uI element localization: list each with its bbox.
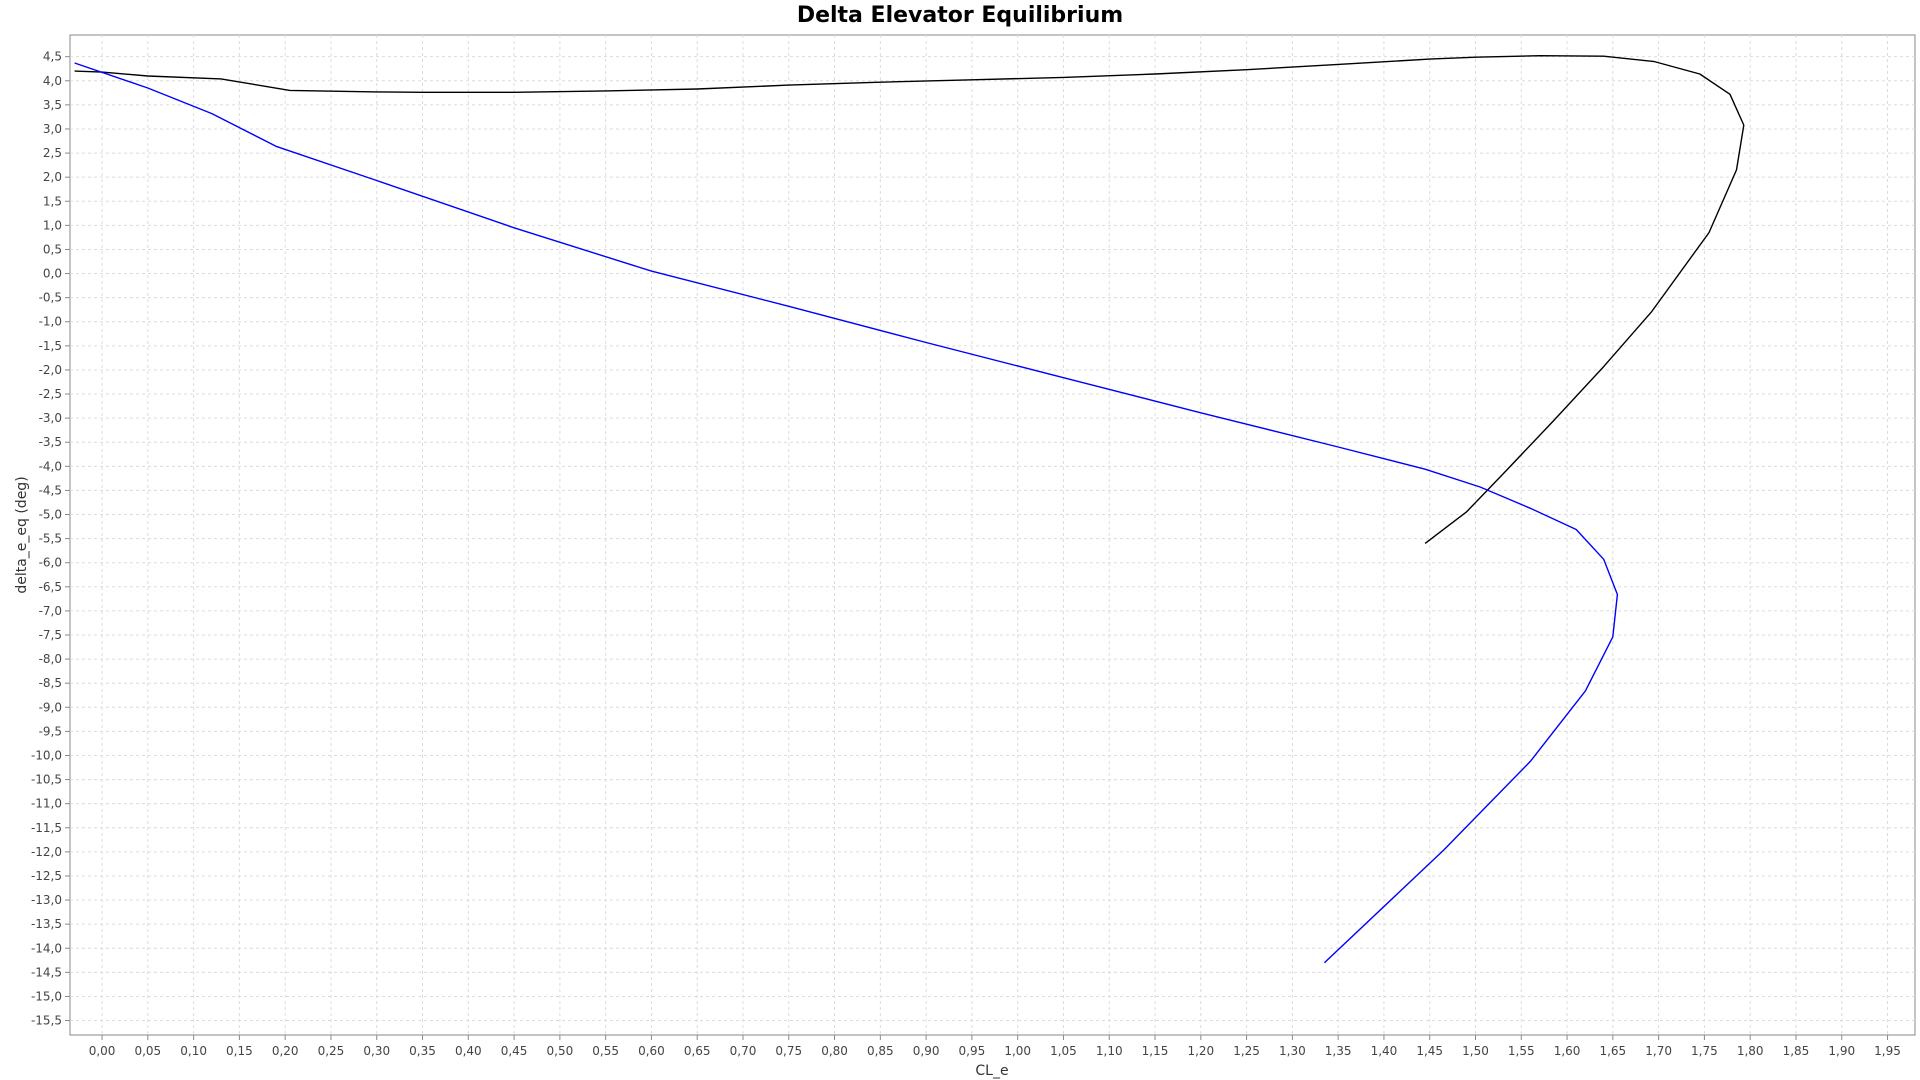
x-tick-label: 1,05	[1050, 1044, 1077, 1058]
x-tick-label: 1,65	[1599, 1044, 1626, 1058]
x-tick-label: 0,55	[592, 1044, 619, 1058]
x-tick-label: 1,75	[1691, 1044, 1718, 1058]
y-axis-ticks: 4,5 4,0 3,5 3,0 2,5 2,0 1,5 1,0 0,5 0,0 -0,5 -1,0 -1…	[31, 50, 70, 1028]
x-tick-label: 1,90	[1828, 1044, 1855, 1058]
y-tick-label: -9,5	[39, 724, 62, 738]
y-tick-label: 1,0	[43, 218, 62, 232]
y-tick-label: 4,0	[43, 74, 62, 88]
x-tick-label: 0,00	[89, 1044, 116, 1058]
y-tick-label: -5,5	[39, 532, 62, 546]
x-tick-label: 1,35	[1325, 1044, 1352, 1058]
x-tick-label: 0,75	[775, 1044, 802, 1058]
x-tick-label: 0,20	[272, 1044, 299, 1058]
x-axis-ticks: 0,00 0,05 0,10 0,15 0,20 0,25 0,30 0,35 0,40 0,45…	[89, 1035, 1901, 1058]
y-tick-label: -11,5	[31, 821, 62, 835]
y-tick-label: -12,0	[31, 845, 62, 859]
y-tick-label: -12,5	[31, 869, 62, 883]
x-tick-label: 1,50	[1462, 1044, 1489, 1058]
y-tick-label: -7,5	[39, 628, 62, 642]
x-axis-label: CL_e	[975, 1063, 1008, 1079]
x-tick-label: 1,55	[1508, 1044, 1535, 1058]
y-axis-label: delta_e_eq (deg)	[14, 476, 30, 593]
y-tick-label: 0,0	[43, 267, 62, 281]
series-layer	[74, 55, 1745, 964]
y-tick-label: -4,0	[39, 459, 62, 473]
y-tick-label: -8,0	[39, 652, 62, 666]
y-tick-label: -3,5	[39, 435, 62, 449]
x-tick-label: 1,70	[1645, 1044, 1672, 1058]
x-tick-label: 1,80	[1737, 1044, 1764, 1058]
y-tick-label: 4,5	[43, 50, 62, 64]
x-tick-label: 1,30	[1279, 1044, 1306, 1058]
y-tick-label: -4,5	[39, 483, 62, 497]
x-tick-label: 1,20	[1187, 1044, 1214, 1058]
x-tick-label: 1,60	[1554, 1044, 1581, 1058]
x-tick-label: 0,30	[363, 1044, 390, 1058]
y-tick-label: -6,5	[39, 580, 62, 594]
y-tick-label: 0,5	[43, 242, 62, 256]
y-tick-label: 3,0	[43, 122, 62, 136]
x-tick-label: 0,65	[684, 1044, 711, 1058]
y-tick-label: -13,5	[31, 917, 62, 931]
y-tick-label: 2,5	[43, 146, 62, 160]
y-tick-label: -5,0	[39, 508, 62, 522]
x-tick-label: 0,50	[547, 1044, 574, 1058]
y-tick-label: -10,5	[31, 773, 62, 787]
y-tick-label: -15,0	[31, 989, 62, 1003]
x-tick-label: 1,95	[1874, 1044, 1901, 1058]
x-tick-label: 0,85	[867, 1044, 894, 1058]
y-tick-label: -14,5	[31, 965, 62, 979]
series-line-2	[74, 62, 1619, 964]
x-tick-label: 0,15	[226, 1044, 253, 1058]
y-tick-label: -1,5	[39, 339, 62, 353]
x-tick-label: 0,25	[318, 1044, 345, 1058]
x-tick-label: 0,45	[501, 1044, 528, 1058]
y-tick-label: -2,5	[39, 387, 62, 401]
x-tick-label: 0,95	[959, 1044, 986, 1058]
y-tick-label: -15,5	[31, 1014, 62, 1028]
x-tick-label: 1,85	[1783, 1044, 1810, 1058]
x-tick-label: 0,80	[821, 1044, 848, 1058]
chart-title: Delta Elevator Equilibrium	[797, 3, 1123, 28]
x-tick-label: 0,35	[409, 1044, 436, 1058]
y-tick-label: -3,0	[39, 411, 62, 425]
y-tick-label: -7,0	[39, 604, 62, 618]
plot-area	[69, 34, 1916, 1036]
x-tick-label: 0,10	[180, 1044, 207, 1058]
y-tick-label: -1,0	[39, 315, 62, 329]
y-tick-label: -14,0	[31, 941, 62, 955]
y-tick-label: -9,0	[39, 700, 62, 714]
x-tick-label: 0,70	[730, 1044, 757, 1058]
x-tick-label: 0,40	[455, 1044, 482, 1058]
x-tick-label: 1,45	[1416, 1044, 1443, 1058]
y-tick-label: -10,0	[31, 748, 62, 762]
y-tick-label: -13,0	[31, 893, 62, 907]
y-tick-label: 2,0	[43, 170, 62, 184]
x-tick-label: 1,25	[1233, 1044, 1260, 1058]
y-tick-label: -6,0	[39, 556, 62, 570]
y-tick-label: 3,5	[43, 98, 62, 112]
y-tick-label: -2,0	[39, 363, 62, 377]
x-tick-label: 1,10	[1096, 1044, 1123, 1058]
series-line-1	[74, 55, 1745, 544]
x-tick-label: 1,40	[1371, 1044, 1398, 1058]
x-tick-label: 1,00	[1004, 1044, 1031, 1058]
y-tick-label: -8,5	[39, 676, 62, 690]
y-tick-label: 1,5	[43, 194, 62, 208]
y-tick-label: -11,0	[31, 797, 62, 811]
x-tick-label: 0,05	[134, 1044, 161, 1058]
y-tick-label: -0,5	[39, 291, 62, 305]
x-tick-label: 0,60	[638, 1044, 665, 1058]
x-tick-label: 0,90	[913, 1044, 940, 1058]
x-tick-label: 1,15	[1142, 1044, 1169, 1058]
